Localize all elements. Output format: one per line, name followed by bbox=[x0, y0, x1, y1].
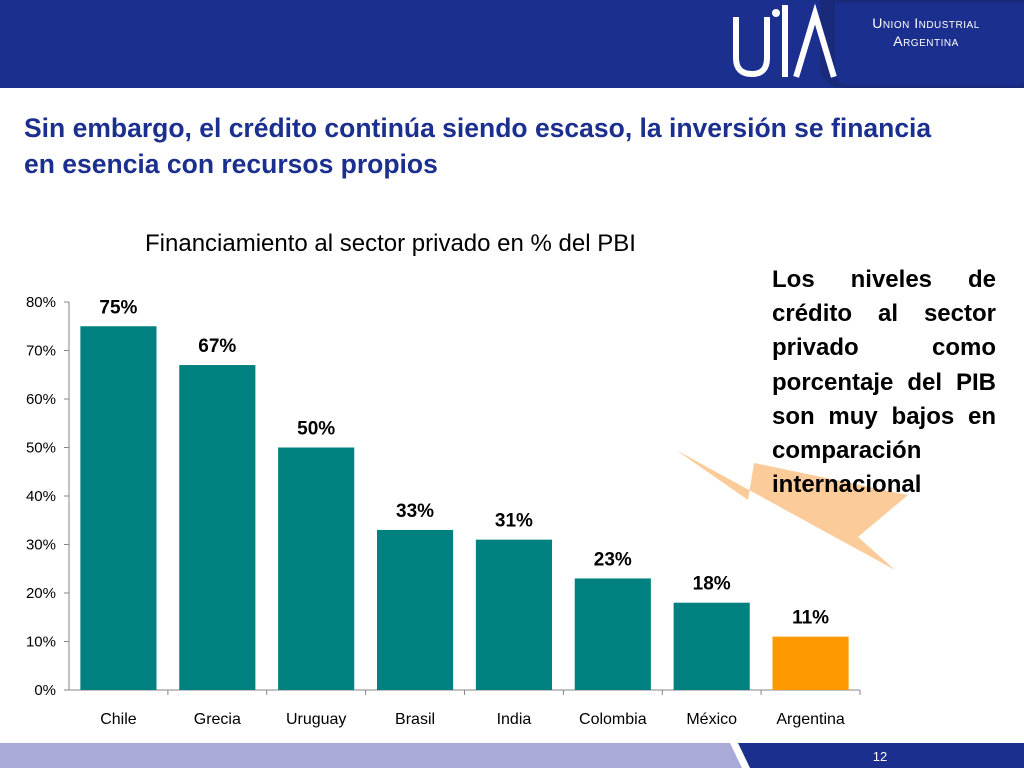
y-tick-label: 50% bbox=[26, 440, 56, 457]
y-tick-label: 20% bbox=[26, 585, 56, 602]
data-label: 18% bbox=[693, 574, 731, 595]
uia-logo-icon bbox=[733, 0, 1024, 88]
org-name-line1: Union Industrial bbox=[872, 15, 980, 31]
x-tick-label: Argentina bbox=[776, 711, 845, 728]
header-bar: Union Industrial Argentina bbox=[0, 0, 1024, 88]
y-tick-label: 60% bbox=[26, 391, 56, 408]
data-label: 67% bbox=[198, 336, 236, 357]
chart-title: Financiamiento al sector privado en % de… bbox=[145, 230, 636, 257]
callout-arrow-shape bbox=[676, 450, 908, 570]
bar-colombia bbox=[574, 578, 651, 690]
y-tick-label: 0% bbox=[34, 682, 56, 699]
bar-brasil bbox=[376, 529, 454, 690]
y-tick-label: 70% bbox=[26, 343, 56, 360]
slide-title: Sin embargo, el crédito continúa siendo … bbox=[24, 113, 932, 179]
x-tick-label: Colombia bbox=[579, 711, 647, 728]
data-label: 31% bbox=[495, 511, 533, 532]
bar-méxico bbox=[673, 602, 750, 690]
bar-india bbox=[475, 539, 553, 690]
data-label: 50% bbox=[297, 419, 335, 440]
data-label: 11% bbox=[792, 608, 829, 629]
y-tick-label: 10% bbox=[26, 634, 56, 651]
bar-grecia bbox=[179, 365, 256, 690]
x-tick-label: Brasil bbox=[395, 711, 435, 728]
x-tick-label: Chile bbox=[100, 711, 137, 728]
x-tick-label: Grecia bbox=[194, 711, 241, 728]
page-number: 12 bbox=[872, 749, 888, 764]
y-tick-label: 30% bbox=[26, 537, 56, 554]
bar-argentina bbox=[772, 636, 849, 690]
x-tick-label: México bbox=[686, 711, 737, 728]
data-label: 33% bbox=[396, 501, 434, 522]
x-tick-label: India bbox=[497, 711, 532, 728]
x-tick-label: Uruguay bbox=[286, 711, 346, 728]
footer-bar bbox=[0, 743, 1024, 768]
bar-uruguay bbox=[278, 447, 355, 690]
data-label: 75% bbox=[99, 297, 137, 318]
y-tick-label: 40% bbox=[26, 488, 56, 505]
org-name-line2: Argentina bbox=[893, 33, 959, 49]
note-text: Los niveles de crédito al sector privado… bbox=[772, 266, 996, 499]
org-name: Union Industrial Argentina bbox=[836, 14, 1016, 50]
y-tick-label: 80% bbox=[26, 294, 56, 311]
bar-chart: 0% 10% 20% 30% 40% 50% 60% 70% 80% 75% Chile 67% Gre… bbox=[26, 294, 861, 728]
bar-chile bbox=[80, 326, 157, 690]
data-label: 23% bbox=[594, 549, 632, 570]
